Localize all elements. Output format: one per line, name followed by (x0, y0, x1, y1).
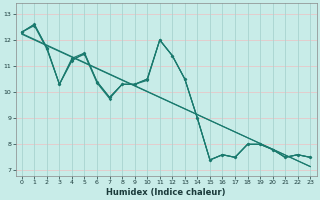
X-axis label: Humidex (Indice chaleur): Humidex (Indice chaleur) (106, 188, 226, 197)
